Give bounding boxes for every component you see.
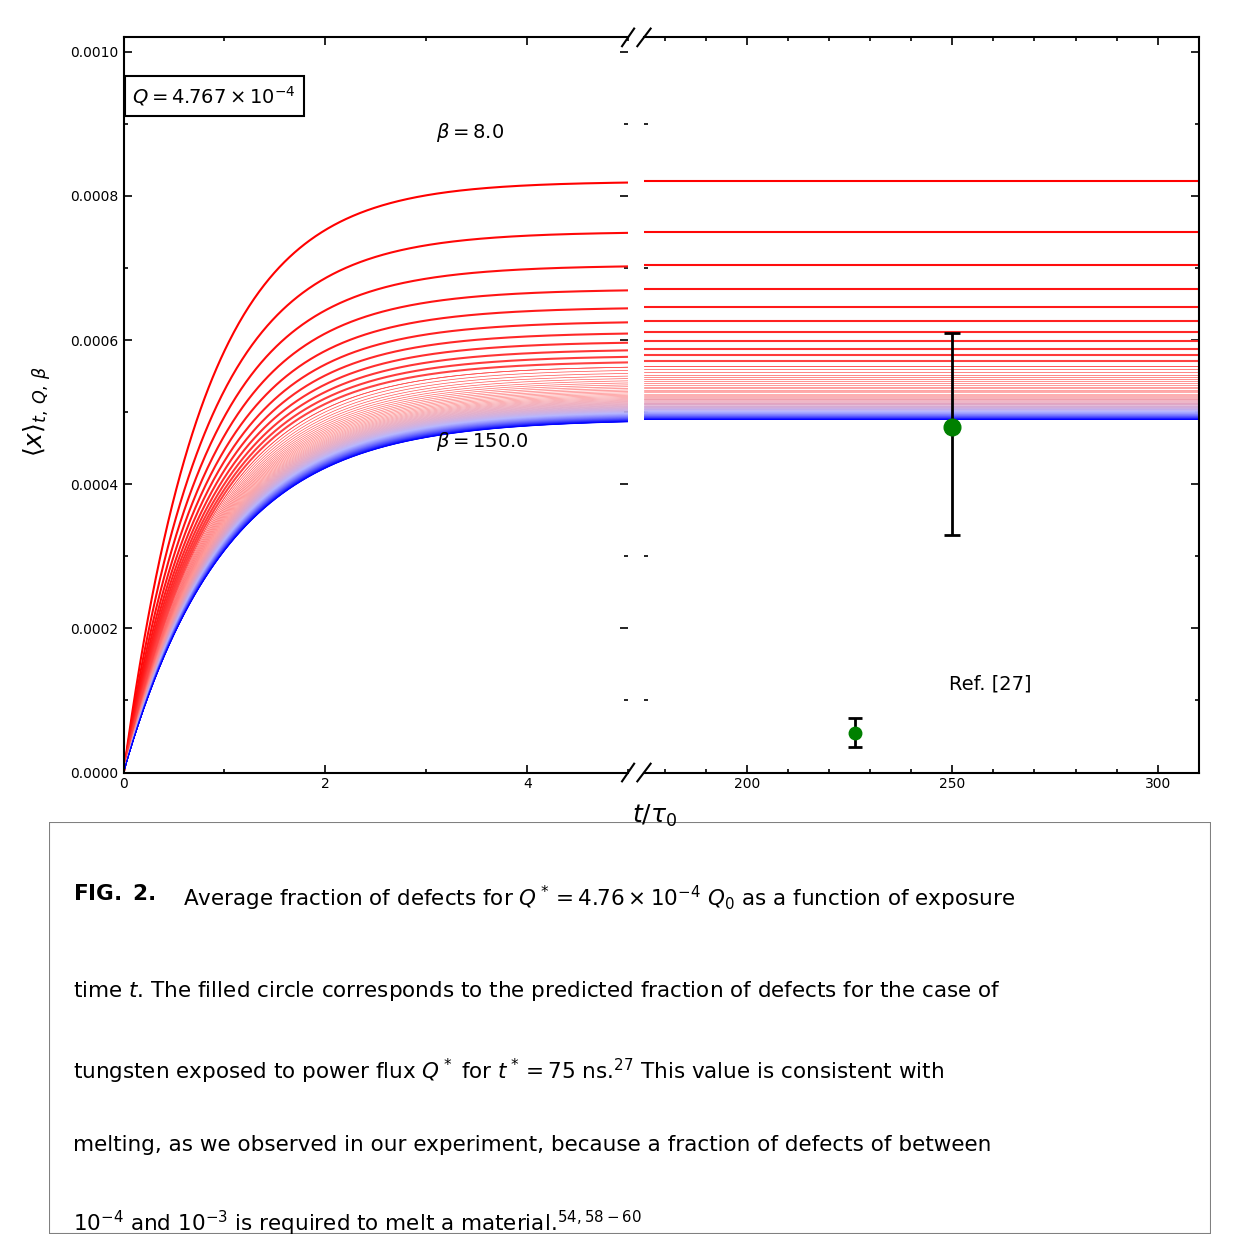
Text: $\beta = 150.0$: $\beta = 150.0$ bbox=[436, 430, 529, 454]
Text: time $t$. The filled circle corresponds to the predicted fraction of defects for: time $t$. The filled circle corresponds … bbox=[73, 978, 1001, 1003]
Text: Ref. [27]: Ref. [27] bbox=[949, 675, 1032, 694]
Text: $\langle x \rangle_{t,\,Q,\,\beta}$: $\langle x \rangle_{t,\,Q,\,\beta}$ bbox=[21, 365, 53, 457]
Text: $\beta = 8.0$: $\beta = 8.0$ bbox=[436, 121, 504, 145]
Text: $Q = 4.767\times10^{-4}$: $Q = 4.767\times10^{-4}$ bbox=[132, 85, 297, 108]
Text: $10^{-4}$ and $10^{-3}$ is required to melt a material.$^{54,58-60}$: $10^{-4}$ and $10^{-3}$ is required to m… bbox=[73, 1209, 641, 1239]
Text: $t/\tau_0$: $t/\tau_0$ bbox=[633, 802, 677, 830]
Text: $\mathbf{FIG.\ 2.}$: $\mathbf{FIG.\ 2.}$ bbox=[73, 885, 156, 905]
Text: tungsten exposed to power flux $Q^*$ for $t^* = 75$ ns.$^{27}$ This value is con: tungsten exposed to power flux $Q^*$ for… bbox=[73, 1057, 944, 1087]
Text: melting, as we observed in our experiment, because a fraction of defects of betw: melting, as we observed in our experimen… bbox=[73, 1135, 991, 1155]
Text: Average fraction of defects for $Q^* = 4.76 \times 10^{-4}$ $Q_0$ as a function : Average fraction of defects for $Q^* = 4… bbox=[183, 885, 1015, 913]
